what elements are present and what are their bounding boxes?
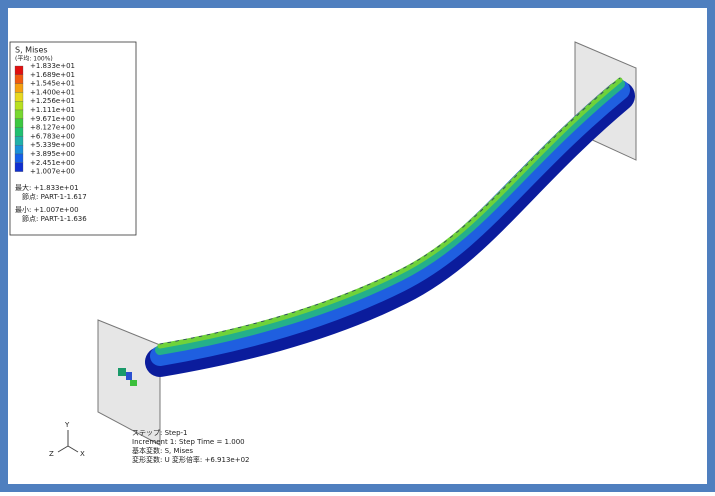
step-text: ステップ: Step-1 — [132, 429, 188, 437]
legend-swatch — [15, 84, 23, 93]
triad-x: X — [80, 450, 85, 458]
legend-swatch — [15, 75, 23, 84]
legend-swatch — [15, 136, 23, 145]
legend-swatch — [15, 154, 23, 163]
legend-swatch — [15, 66, 23, 75]
increment-text: Increment 1: Step Time = 1.000 — [132, 438, 245, 446]
legend-max-node: 節点: PART-1-1.617 — [22, 192, 87, 201]
legend-title: S, Mises — [15, 46, 48, 55]
deformed-var-text: 変形変数: U 変形倍率: +6.913e+02 — [132, 455, 250, 464]
legend-value: +1.111e+01 — [30, 106, 75, 114]
triad-y: Y — [64, 421, 70, 429]
legend-value: +2.451e+00 — [30, 159, 75, 167]
legend-value: +5.339e+00 — [30, 141, 75, 149]
legend-value: +9.671e+00 — [30, 115, 75, 123]
legend-value: +1.833e+01 — [30, 62, 75, 70]
legend-min: 最小: +1.007e+00 — [15, 205, 79, 214]
legend-value: +8.127e+00 — [30, 124, 75, 132]
legend-swatch — [15, 128, 23, 137]
legend-value: +1.256e+01 — [30, 97, 75, 105]
legend-min-node: 節点: PART-1-1.636 — [22, 214, 87, 223]
legend-value: +1.689e+01 — [30, 71, 75, 79]
legend-value: +6.783e+00 — [30, 132, 75, 140]
legend-swatch — [15, 119, 23, 128]
legend-swatch — [15, 101, 23, 110]
legend-value: +1.007e+00 — [30, 168, 75, 176]
legend-value: +1.400e+01 — [30, 88, 75, 96]
primary-var-text: 基本変数: S, Mises — [132, 446, 193, 455]
legend-swatch — [15, 110, 23, 119]
legend-max: 最大: +1.833e+01 — [15, 183, 79, 192]
legend-value: +3.895e+00 — [30, 150, 75, 158]
triad-z: Z — [49, 450, 54, 458]
legend-swatch — [15, 163, 23, 172]
legend-value: +1.545e+01 — [30, 80, 75, 88]
legend-swatch — [15, 92, 23, 101]
legend-swatch — [15, 145, 23, 154]
viewport: S, Mises (平均: 100%) +1.833e+01+1.689e+01… — [0, 0, 715, 492]
